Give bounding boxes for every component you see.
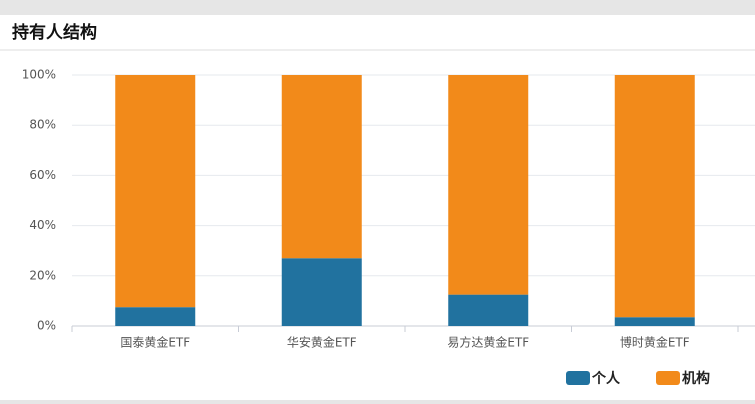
x-tick-label: 国泰黄金ETF bbox=[120, 335, 190, 350]
bar-segment bbox=[281, 75, 362, 259]
y-tick-label: 80% bbox=[29, 118, 56, 132]
bar-segment bbox=[281, 258, 362, 326]
x-tick-label: 易方达黄金ETF bbox=[447, 335, 529, 350]
legend-swatch bbox=[566, 371, 590, 385]
x-tick-label: 华安黄金ETF bbox=[287, 335, 357, 350]
legend-swatch bbox=[656, 371, 680, 385]
bar-segment bbox=[448, 75, 529, 295]
bar-segment bbox=[448, 294, 529, 326]
y-tick-label: 20% bbox=[29, 268, 56, 282]
chart-title: 持有人结构 bbox=[12, 22, 97, 43]
bar-segment bbox=[115, 307, 196, 326]
y-tick-label: 100% bbox=[22, 68, 56, 82]
legend-label: 个人 bbox=[591, 370, 621, 387]
bar-segment bbox=[614, 317, 695, 326]
y-tick-label: 60% bbox=[29, 168, 56, 182]
legend-label: 机构 bbox=[682, 370, 710, 387]
y-tick-label: 0% bbox=[37, 319, 56, 333]
bar-segment bbox=[614, 75, 695, 318]
bar-segment bbox=[115, 75, 196, 308]
x-tick-label: 博时黄金ETF bbox=[620, 335, 690, 350]
y-tick-label: 40% bbox=[29, 218, 56, 232]
